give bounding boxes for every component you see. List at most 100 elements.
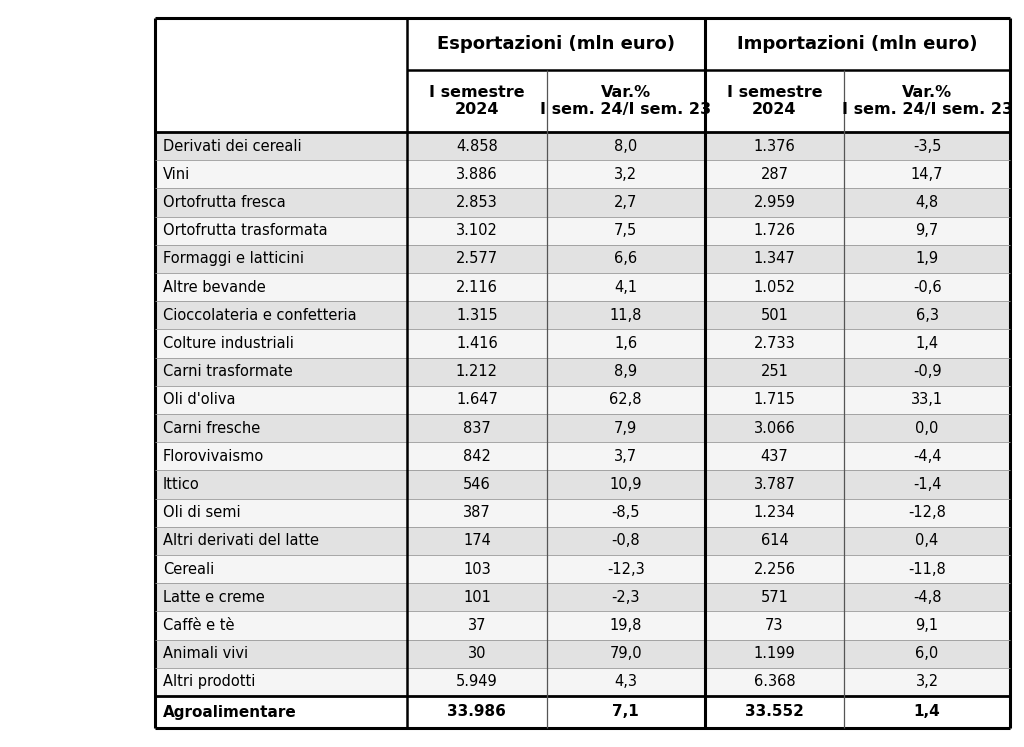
Text: Cereali: Cereali [163,562,214,577]
Text: 437: 437 [761,449,788,464]
Bar [155,385,1010,414]
Text: 251: 251 [761,365,788,379]
Text: Altre bevande: Altre bevande [163,279,266,294]
Text: 103: 103 [463,562,490,577]
Bar [155,668,1010,696]
Bar [155,414,1010,442]
Bar [155,358,1010,385]
Text: Var.%
I sem. 24/I sem. 23: Var.% I sem. 24/I sem. 23 [842,85,1013,117]
Bar [155,18,1010,728]
Text: Animali vivi: Animali vivi [163,646,248,661]
Text: 6,0: 6,0 [915,646,939,661]
Text: 837: 837 [463,421,490,436]
Text: 1.052: 1.052 [754,279,796,294]
Bar [155,471,1010,498]
Text: 387: 387 [463,505,490,520]
Text: -4,8: -4,8 [912,590,941,605]
Bar [155,245,1010,273]
Text: 5.949: 5.949 [456,675,498,689]
Text: 33.552: 33.552 [745,704,804,719]
Text: 3,7: 3,7 [614,449,637,464]
Text: 571: 571 [761,590,788,605]
Text: Ittico: Ittico [163,477,200,492]
Text: 1.234: 1.234 [754,505,796,520]
Text: 1.715: 1.715 [754,392,796,407]
Text: 1.315: 1.315 [456,308,498,323]
Bar [408,70,547,132]
Text: 1.647: 1.647 [456,392,498,407]
Text: Carni trasformate: Carni trasformate [163,365,293,379]
Bar [155,70,408,132]
Text: 9,7: 9,7 [915,223,939,238]
Text: -0,6: -0,6 [912,279,941,294]
Text: -2,3: -2,3 [611,590,640,605]
Text: Vini: Vini [163,167,190,182]
Text: -12,3: -12,3 [607,562,644,577]
Bar [155,217,1010,245]
Text: 73: 73 [765,618,783,633]
Text: 4,1: 4,1 [614,279,637,294]
Text: 8,9: 8,9 [614,365,637,379]
Text: 11,8: 11,8 [609,308,642,323]
Bar [155,498,1010,527]
Text: 7,5: 7,5 [614,223,637,238]
Text: 1.347: 1.347 [754,252,796,267]
Bar [155,442,1010,471]
Bar [155,611,1010,639]
Text: 8,0: 8,0 [614,139,637,154]
Text: Var.%
I sem. 24/I sem. 23: Var.% I sem. 24/I sem. 23 [540,85,712,117]
Text: -4,4: -4,4 [912,449,941,464]
Bar [155,583,1010,611]
Text: 79,0: 79,0 [609,646,642,661]
Text: 287: 287 [761,167,788,182]
Bar [547,70,705,132]
Bar [155,132,1010,160]
Bar [844,70,1010,132]
Text: 1,9: 1,9 [915,252,939,267]
Text: Colture industriali: Colture industriali [163,336,294,351]
Text: 3,2: 3,2 [614,167,637,182]
Text: 6,6: 6,6 [614,252,637,267]
Text: 6,3: 6,3 [915,308,939,323]
Text: 3.787: 3.787 [754,477,796,492]
Text: 1.416: 1.416 [456,336,498,351]
Text: Ortofrutta fresca: Ortofrutta fresca [163,195,286,210]
Text: 0,0: 0,0 [915,421,939,436]
Text: 501: 501 [761,308,788,323]
Text: 33.986: 33.986 [447,704,506,719]
Text: 4,8: 4,8 [915,195,939,210]
Text: 0,4: 0,4 [915,533,939,548]
Text: Ortofrutta trasformata: Ortofrutta trasformata [163,223,328,238]
Text: 19,8: 19,8 [609,618,642,633]
Text: 3.886: 3.886 [456,167,498,182]
Text: 4,3: 4,3 [614,675,637,689]
Bar [705,18,1010,70]
Bar [155,555,1010,583]
Text: -8,5: -8,5 [611,505,640,520]
Text: 6.368: 6.368 [754,675,796,689]
Text: I semestre
2024: I semestre 2024 [429,85,524,117]
Text: 842: 842 [463,449,490,464]
Text: 37: 37 [468,618,486,633]
Text: Importazioni (mln euro): Importazioni (mln euro) [737,35,978,53]
Text: 33,1: 33,1 [911,392,943,407]
Bar [155,188,1010,217]
Text: I semestre
2024: I semestre 2024 [727,85,822,117]
Text: 614: 614 [761,533,788,548]
Text: Cioccolateria e confetteria: Cioccolateria e confetteria [163,308,356,323]
Text: 7,9: 7,9 [614,421,637,436]
Text: 174: 174 [463,533,490,548]
Text: -1,4: -1,4 [912,477,941,492]
Text: 4.858: 4.858 [456,139,498,154]
Text: Florovivaismo: Florovivaismo [163,449,264,464]
Text: 101: 101 [463,590,490,605]
Text: Formaggi e latticini: Formaggi e latticini [163,252,304,267]
Bar [155,329,1010,358]
Text: -0,9: -0,9 [912,365,941,379]
Text: 2,7: 2,7 [614,195,637,210]
Text: -12,8: -12,8 [908,505,946,520]
Text: Oli di semi: Oli di semi [163,505,241,520]
Bar [155,527,1010,555]
Text: 2.116: 2.116 [456,279,498,294]
Text: 1,4: 1,4 [913,704,940,719]
